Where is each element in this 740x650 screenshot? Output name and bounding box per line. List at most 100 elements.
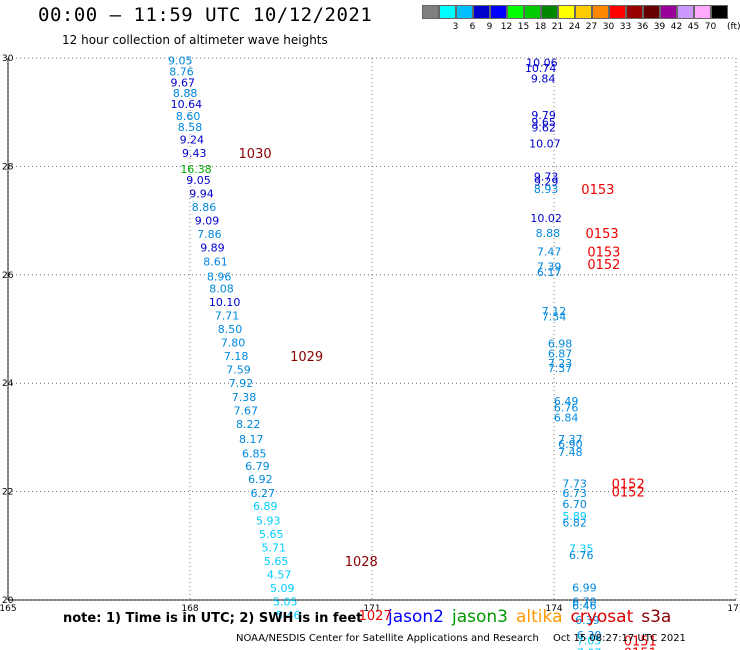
- swh-point-west-track: 6.92: [248, 473, 273, 486]
- swh-point-east-track: 6.70: [562, 498, 587, 511]
- swh-point-east-track: 7.39: [537, 261, 562, 274]
- swh-point-west-track: 8.17: [239, 433, 264, 446]
- swh-point-east-track: 6.17: [537, 266, 562, 279]
- swh-point-east-track: 6.90: [558, 438, 583, 451]
- swh-point-west-track: 5.65: [259, 528, 284, 541]
- swh-point-west-track: 9.24: [180, 133, 205, 146]
- satellite-legend-jason2: jason2: [388, 607, 444, 627]
- pass-time-label: 0153: [586, 227, 619, 242]
- swh-point-west-track: 8.61: [203, 255, 228, 268]
- pass-time-label: 1030: [239, 147, 272, 162]
- swh-point-west-track: 9.09: [195, 215, 220, 228]
- y-tick-label: 22: [2, 488, 13, 498]
- scale-label: 15: [517, 22, 530, 32]
- scale-label: 45: [687, 22, 700, 32]
- swh-point-west-track: 6.85: [242, 448, 267, 461]
- swh-point-east-track: 9.84: [531, 73, 556, 86]
- swh-point-east-track: 6.87: [548, 347, 573, 360]
- scale-label: 3: [452, 22, 459, 32]
- scale-label: 36: [636, 22, 649, 32]
- swh-point-west-track: 8.58: [178, 121, 203, 134]
- scale-swatch: [694, 5, 711, 19]
- swh-point-east-track: 9.62: [531, 121, 556, 134]
- pass-time-label: 0151: [624, 647, 657, 650]
- scale-label: 9: [486, 22, 493, 32]
- scale-label: 70: [704, 22, 717, 32]
- swh-point-west-track: 5.46: [276, 609, 301, 622]
- x-tick-label: 174: [545, 604, 562, 614]
- swh-point-west-track: 5.05: [273, 596, 298, 609]
- swh-point-east-track: 6.73: [562, 487, 587, 500]
- swh-point-west-track: 9.89: [200, 242, 225, 255]
- swh-point-east-track: 6.99: [572, 582, 597, 595]
- swh-point-west-track: 7.86: [197, 228, 222, 241]
- scale-swatch: [456, 5, 473, 19]
- scale-swatch: [507, 5, 524, 19]
- swh-point-west-track: 5.93: [256, 514, 281, 527]
- swh-point-west-track: 4.57: [267, 569, 292, 582]
- swh-point-east-track: 7.05: [577, 635, 602, 648]
- swh-point-west-track: 9.05: [168, 55, 193, 68]
- satellite-legend: jason2 jason3 altika cryosat s3a: [388, 607, 679, 627]
- pass-time-label: 0153: [581, 183, 614, 198]
- swh-point-west-track: 8.86: [192, 201, 217, 214]
- generated-timestamp: Oct 15 08:27:17 UTC 2021: [553, 633, 686, 644]
- scale-swatch: [541, 5, 558, 19]
- scale-swatch: [677, 5, 694, 19]
- scale-swatch: [609, 5, 626, 19]
- swh-point-east-track: 10.02: [530, 212, 562, 225]
- scale-label: 42: [670, 22, 683, 32]
- satellite-legend-s3a: s3a: [641, 607, 672, 627]
- pass-time-label: 1028: [345, 555, 378, 570]
- swh-point-west-track: 8.76: [169, 66, 194, 79]
- swh-point-east-track: 6.70: [572, 596, 597, 609]
- swh-point-west-track: 10.10: [209, 296, 241, 309]
- satellite-legend-cryosat: cryosat: [570, 607, 634, 627]
- swh-point-west-track: 7.71: [215, 309, 240, 322]
- swh-point-east-track: 7.12: [542, 305, 567, 318]
- scale-swatch: [422, 5, 439, 19]
- swh-point-west-track: 5.71: [261, 541, 286, 554]
- pass-time-label: 0153: [587, 245, 620, 260]
- swh-point-east-track: 5.89: [562, 510, 587, 523]
- scale-swatch: [643, 5, 660, 19]
- swh-point-east-track: 9.73: [534, 171, 559, 184]
- swh-point-west-track: 8.50: [218, 323, 243, 336]
- scale-label: 18: [534, 22, 547, 32]
- swh-point-east-track: 7.47: [537, 245, 562, 258]
- swh-point-east-track: 7.07: [577, 647, 602, 650]
- swh-point-west-track: 8.96: [207, 270, 232, 283]
- pass-time-label: 0152: [587, 258, 620, 273]
- chart-subtitle: 12 hour collection of altimeter wave hei…: [62, 33, 328, 47]
- swh-point-east-track: 6.76: [569, 549, 594, 562]
- scale-swatch: [711, 5, 728, 19]
- scale-swatch: [575, 5, 592, 19]
- scale-unit: (ft): [727, 22, 740, 32]
- swh-point-west-track: 9.05: [186, 174, 211, 187]
- scale-swatch: [592, 5, 609, 19]
- swh-point-east-track: 7.23: [548, 357, 573, 370]
- credit-text: NOAA/NESDIS Center for Satellite Applica…: [236, 633, 539, 644]
- swh-point-east-track: 10.07: [529, 138, 561, 151]
- swh-point-east-track: 9.29: [534, 176, 559, 189]
- satellite-legend-altika: altika: [516, 607, 563, 627]
- swh-point-west-track: 16.38: [180, 163, 212, 176]
- scale-label: 30: [602, 22, 615, 32]
- swh-point-west-track: 9.94: [189, 188, 214, 201]
- y-tick-label: 24: [2, 379, 14, 389]
- swh-point-west-track: 6.27: [251, 487, 276, 500]
- scale-swatch: [558, 5, 575, 19]
- swh-point-east-track: 7.35: [569, 543, 594, 556]
- swh-point-west-track: 7.18: [224, 350, 249, 363]
- swh-point-east-track: 8.88: [536, 227, 561, 240]
- swh-point-east-track: 6.84: [554, 411, 579, 424]
- swh-point-east-track: 7.54: [542, 311, 567, 324]
- x-tick-label: 171: [363, 604, 380, 614]
- scale-label: 39: [653, 22, 666, 32]
- pass-time-label: 0152: [612, 477, 645, 492]
- footer-note: note: 1) Time is in UTC; 2) SWH is in fe…: [63, 611, 363, 626]
- swh-point-east-track: 6.82: [562, 516, 587, 529]
- swh-point-west-track: 10.64: [171, 98, 203, 111]
- scale-swatch: [439, 5, 456, 19]
